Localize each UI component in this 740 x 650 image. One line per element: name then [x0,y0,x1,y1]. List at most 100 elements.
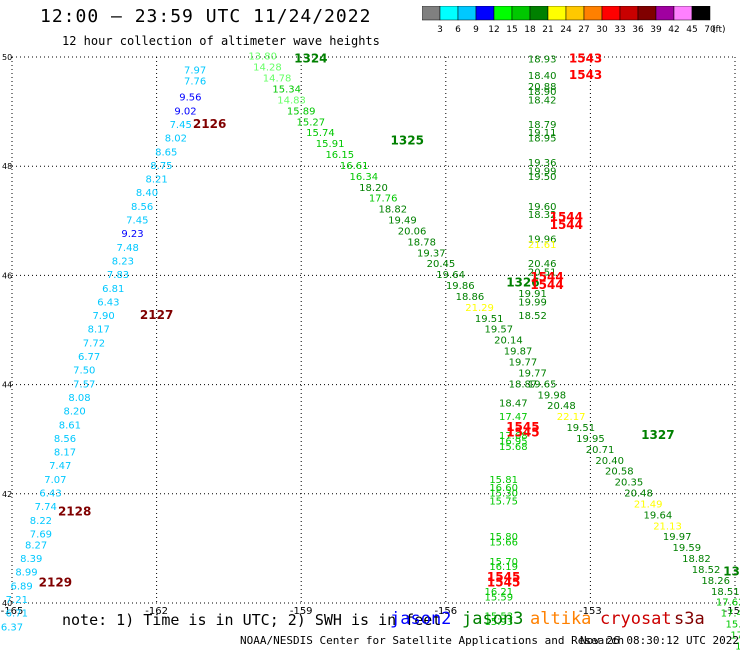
color-scale-bar: 3 6 9 12 15 18 21 24 27 30 33 36 39 42 45 70(ft) [422,6,726,35]
wave-height-point: 18.52 [692,565,721,576]
wave-height-point: 8.27 [25,540,47,551]
track-label: 1545 [506,425,539,439]
track-label: 1544 [530,270,563,284]
wave-height-point: 18.86 [456,292,485,303]
wave-height-point: 6.71 [6,609,28,620]
legend-s3a: s3a [674,609,705,629]
wave-height-point: 7.83 [107,270,129,281]
wave-height-point: 16.19 [489,562,518,573]
wave-height-point: 19.77 [518,368,547,379]
wave-height-point: 20.48 [547,401,576,412]
wave-height-point: 16.35 [735,641,740,650]
wave-height-point: 8.02 [165,134,187,145]
wave-height-point: 7.69 [30,529,52,540]
wave-height-point: 19.64 [644,510,673,521]
wave-height-point: 15.53 [484,611,513,622]
wave-height-point: 18.40 [528,71,557,82]
wave-height-point: 19.87 [504,347,533,358]
wave-height-point: 7.90 [92,311,114,322]
x-tick-label: -162 [145,606,168,617]
legend-altika: altika [530,609,592,629]
y-tick-label: 42 [2,490,12,499]
colorbar-tick-label: 24 [560,25,572,35]
wave-height-point: 6.37 [1,622,23,633]
colorbar-tick-label: 6 [455,25,461,35]
wave-height-point: 20.40 [595,456,624,467]
wave-height-point: 19.65 [528,379,557,390]
wave-height-point: 8.65 [155,147,177,158]
wave-height-point: 7.50 [73,366,95,377]
track-label: 1545 [506,420,539,434]
wave-height-point: 19.98 [538,390,567,401]
wave-height-point: 15.70 [489,557,518,568]
wave-height-point: 6.77 [78,352,100,363]
wave-height-point: 20.35 [615,478,644,489]
x-tick-label: -156 [434,606,457,617]
colorbar-tick-label: 45 [686,25,697,35]
wave-height-point: 17.76 [369,194,398,205]
colorbar-tick-label: 15 [506,25,517,35]
wave-height-point: 19.37 [417,248,446,259]
wave-height-point: 8.17 [88,325,110,336]
wave-height-point: 14.83 [277,95,306,106]
wave-height-point: 18.82 [682,554,711,565]
wave-height-point: 15.91 [316,139,345,150]
wave-height-point: 18.26 [701,576,730,587]
wave-height-point: 18.82 [378,205,407,216]
wave-height-point: 7.47 [49,461,71,472]
colorbar-tick-label: 36 [632,25,644,35]
wave-height-point: 21.13 [653,521,682,532]
track-label: 1325 [391,133,424,147]
wave-height-point: 18.95 [528,134,557,145]
wave-height-point: 20.48 [624,489,653,500]
wave-height-point: 14.78 [263,74,292,85]
wave-height-point: 19.77 [509,357,538,368]
footnote: note: 1) Time is in UTC; 2) SWH is in fe… [62,611,442,629]
track-label: 1544 [530,278,563,292]
wave-height-point: 20.14 [494,336,523,347]
track-label: 2126 [193,117,226,131]
wave-height-point: 21.61 [528,240,557,251]
track-label: 2127 [140,308,173,322]
wave-height-point: 15.80 [489,532,518,543]
wave-height-point: 15.59 [484,592,513,603]
wave-height-point: 18.87 [509,379,538,390]
credit-text: NOAA/NESDIS Center for Satellite Applica… [240,634,625,647]
legend-jason2: jason2 [390,609,452,629]
wave-height-point: 15.75 [489,497,518,508]
wave-height-point: 8.22 [30,516,52,527]
track-label: 1324 [294,51,327,65]
wave-height-point: 6.81 [102,284,124,295]
wave-height-point: 19.97 [663,532,692,543]
wave-height-point: 8.56 [54,434,76,445]
wave-height-point: 8.21 [145,175,167,186]
track-label: 1543 [569,68,602,82]
colorbar-tick-label: 70 [704,25,716,35]
wave-height-point: 16.15 [325,150,354,161]
y-tick-label: 40 [2,599,12,608]
wave-height-point: 15.93 [484,617,513,628]
wave-height-point: 8.23 [112,256,134,267]
wave-height-point: 17.68 [499,431,528,442]
wave-height-point: 20.51 [528,267,557,278]
colorbar-tick-label: 18 [524,25,536,35]
y-tick-label: 44 [2,381,12,390]
wave-height-point: 15.86 [725,620,740,631]
x-tick-label: -153 [579,606,602,617]
wave-height-point: 15.27 [297,117,326,128]
track-label: 1544 [550,210,583,224]
wave-height-point: 7.72 [83,338,105,349]
wave-height-point: 17.95 [730,630,740,641]
wave-height-point: 18.90 [528,87,557,98]
wave-height-point: 8.56 [131,202,153,213]
wave-height-point: 19.11 [528,128,557,139]
wave-height-point: 15.34 [272,84,301,95]
wave-height-point: 19.91 [518,289,547,300]
track-label: 2128 [58,505,91,519]
wave-height-point: 9.23 [121,229,143,240]
track-label: 1327 [641,428,674,442]
wave-height-point: 8.99 [15,568,37,579]
wave-height-point: 8.17 [54,448,76,459]
track-label: 1545 [487,570,520,584]
wave-height-point: 19.99 [518,297,547,308]
